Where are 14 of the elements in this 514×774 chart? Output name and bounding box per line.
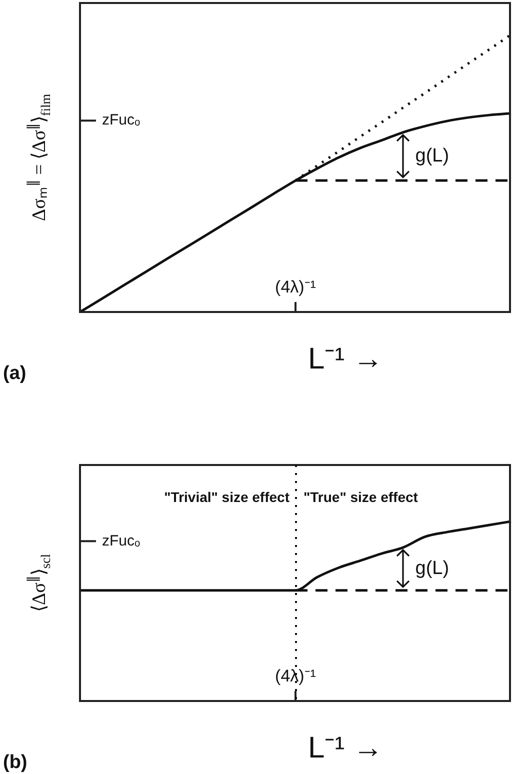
y-axis-title: ⟨Δσ∥⟩scl — [24, 554, 54, 612]
annotation: g(L) — [415, 146, 450, 167]
annotation: zFucₒ — [102, 112, 141, 129]
text: "True" size effect — [304, 488, 418, 505]
text: (a) — [3, 363, 26, 384]
annotation: (4λ)⁻¹ — [275, 666, 316, 686]
annotation: (4λ)⁻¹ — [275, 278, 316, 297]
annotation: zFucₒ — [102, 532, 141, 550]
x-axis-title: L⁻¹ → — [308, 342, 384, 376]
y-axis-title: Δσₘ∥ = ⟨Δσ∥⟩film — [24, 93, 54, 222]
text: (b) — [3, 752, 28, 774]
annotation: g(L) — [415, 558, 450, 580]
x-axis-title: L⁻¹ → — [308, 731, 384, 764]
text: "Trivial" size effect — [164, 488, 290, 505]
